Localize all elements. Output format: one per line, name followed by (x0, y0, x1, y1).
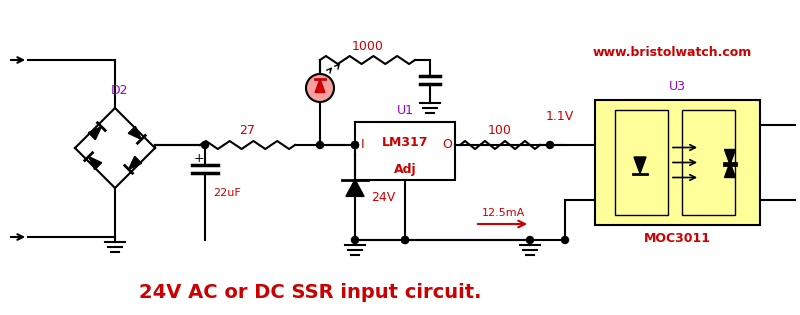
Text: 24V: 24V (371, 191, 395, 204)
Polygon shape (346, 180, 364, 196)
Text: Adj: Adj (394, 163, 416, 176)
Circle shape (351, 141, 358, 148)
Bar (682, 110, 734, 215)
Text: D2: D2 (111, 83, 129, 96)
Circle shape (351, 141, 358, 148)
Text: LM317: LM317 (382, 135, 428, 148)
Text: 24V AC or DC SSR input circuit.: 24V AC or DC SSR input circuit. (138, 283, 482, 301)
Text: 100: 100 (488, 124, 512, 138)
Text: 1000: 1000 (351, 39, 383, 53)
Circle shape (402, 237, 409, 243)
Text: U1: U1 (397, 104, 414, 117)
Text: MOC3011: MOC3011 (644, 232, 711, 245)
Circle shape (402, 237, 409, 243)
Text: +: + (194, 152, 204, 165)
Text: 12.5mA: 12.5mA (482, 208, 525, 218)
Text: 1.1V: 1.1V (546, 111, 574, 123)
Polygon shape (128, 126, 142, 139)
Bar (355, 122, 455, 180)
Text: www.bristolwatch.com: www.bristolwatch.com (592, 45, 752, 59)
Text: U3: U3 (669, 81, 686, 94)
Text: 27: 27 (239, 123, 255, 136)
Text: 22uF: 22uF (213, 188, 241, 198)
Polygon shape (315, 79, 325, 93)
Bar (595, 100, 760, 225)
Polygon shape (88, 127, 102, 140)
Polygon shape (725, 163, 735, 177)
Polygon shape (725, 150, 735, 164)
Polygon shape (129, 156, 142, 169)
Circle shape (562, 237, 569, 243)
Circle shape (317, 141, 323, 148)
Text: O: O (442, 139, 452, 152)
Circle shape (306, 74, 334, 102)
Text: I: I (361, 139, 365, 152)
Circle shape (526, 237, 534, 243)
Circle shape (351, 237, 358, 243)
Polygon shape (634, 157, 646, 174)
Polygon shape (89, 157, 102, 170)
Circle shape (202, 141, 209, 148)
Circle shape (546, 141, 554, 148)
Bar (615, 110, 667, 215)
